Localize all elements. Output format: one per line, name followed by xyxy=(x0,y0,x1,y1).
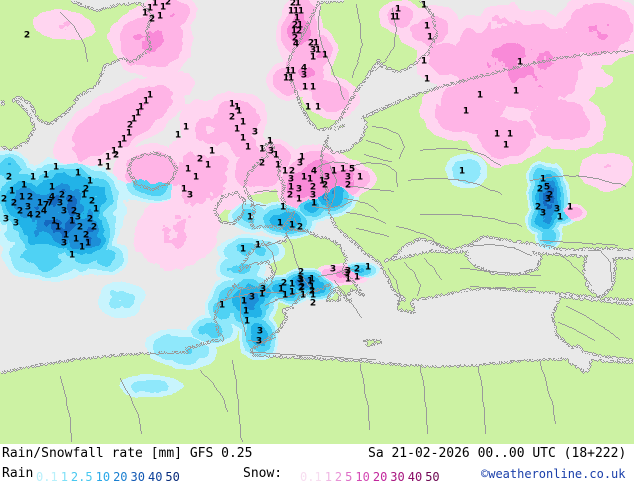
rain-scale-step-7: 50 xyxy=(165,470,180,484)
snow-scale-step-6: 30 xyxy=(390,470,405,484)
footer-row-title: Rain/Snowfall rate [mm] GFS 0.25 Sa 21-0… xyxy=(0,446,634,465)
snow-scale-step-8: 50 xyxy=(425,470,440,484)
snow-color-scale: 0.1 1 2 5 10 20 30 40 50 xyxy=(300,466,443,484)
map-footer: Rain/Snowfall rate [mm] GFS 0.25 Sa 21-0… xyxy=(0,444,634,490)
map-title: Rain/Snowfall rate [mm] GFS 0.25 xyxy=(2,446,253,461)
rain-scale-step-6: 40 xyxy=(147,470,163,484)
rain-scale-step-3: 10 xyxy=(95,470,111,484)
valid-time: Sa 21-02-2026 00..00 UTC (18+222) xyxy=(368,446,627,461)
rain-scale-step-5: 30 xyxy=(130,470,145,484)
snow-scale-step-0: 0.1 xyxy=(300,470,322,484)
rain-legend-label: Rain xyxy=(2,466,34,481)
map-canvas[interactable] xyxy=(0,0,634,444)
snow-legend-label: Snow: xyxy=(243,466,283,481)
snow-scale-step-4: 10 xyxy=(355,470,370,484)
rain-scale-step-1: 1 xyxy=(60,470,68,484)
snow-scale-step-1: 1 xyxy=(324,470,332,484)
snow-scale-step-7: 40 xyxy=(407,470,423,484)
snow-scale-step-2: 2 xyxy=(334,470,343,484)
footer-row-legend: Rain 0.1 1 2.5 10 20 30 40 50 Snow: 0.1 1 2 5 10 20 3… xyxy=(0,466,634,485)
snow-scale-step-5: 20 xyxy=(372,470,388,484)
copyright-notice: ©weatheronline.co.uk xyxy=(481,467,626,481)
rain-scale-step-4: 20 xyxy=(113,470,128,484)
rain-scale-step-0: 0.1 xyxy=(36,470,58,484)
rain-color-scale: 0.1 1 2.5 10 20 30 40 50 xyxy=(36,466,183,484)
snow-scale-step-3: 5 xyxy=(345,470,353,484)
rain-scale-step-2: 2.5 xyxy=(70,470,93,484)
